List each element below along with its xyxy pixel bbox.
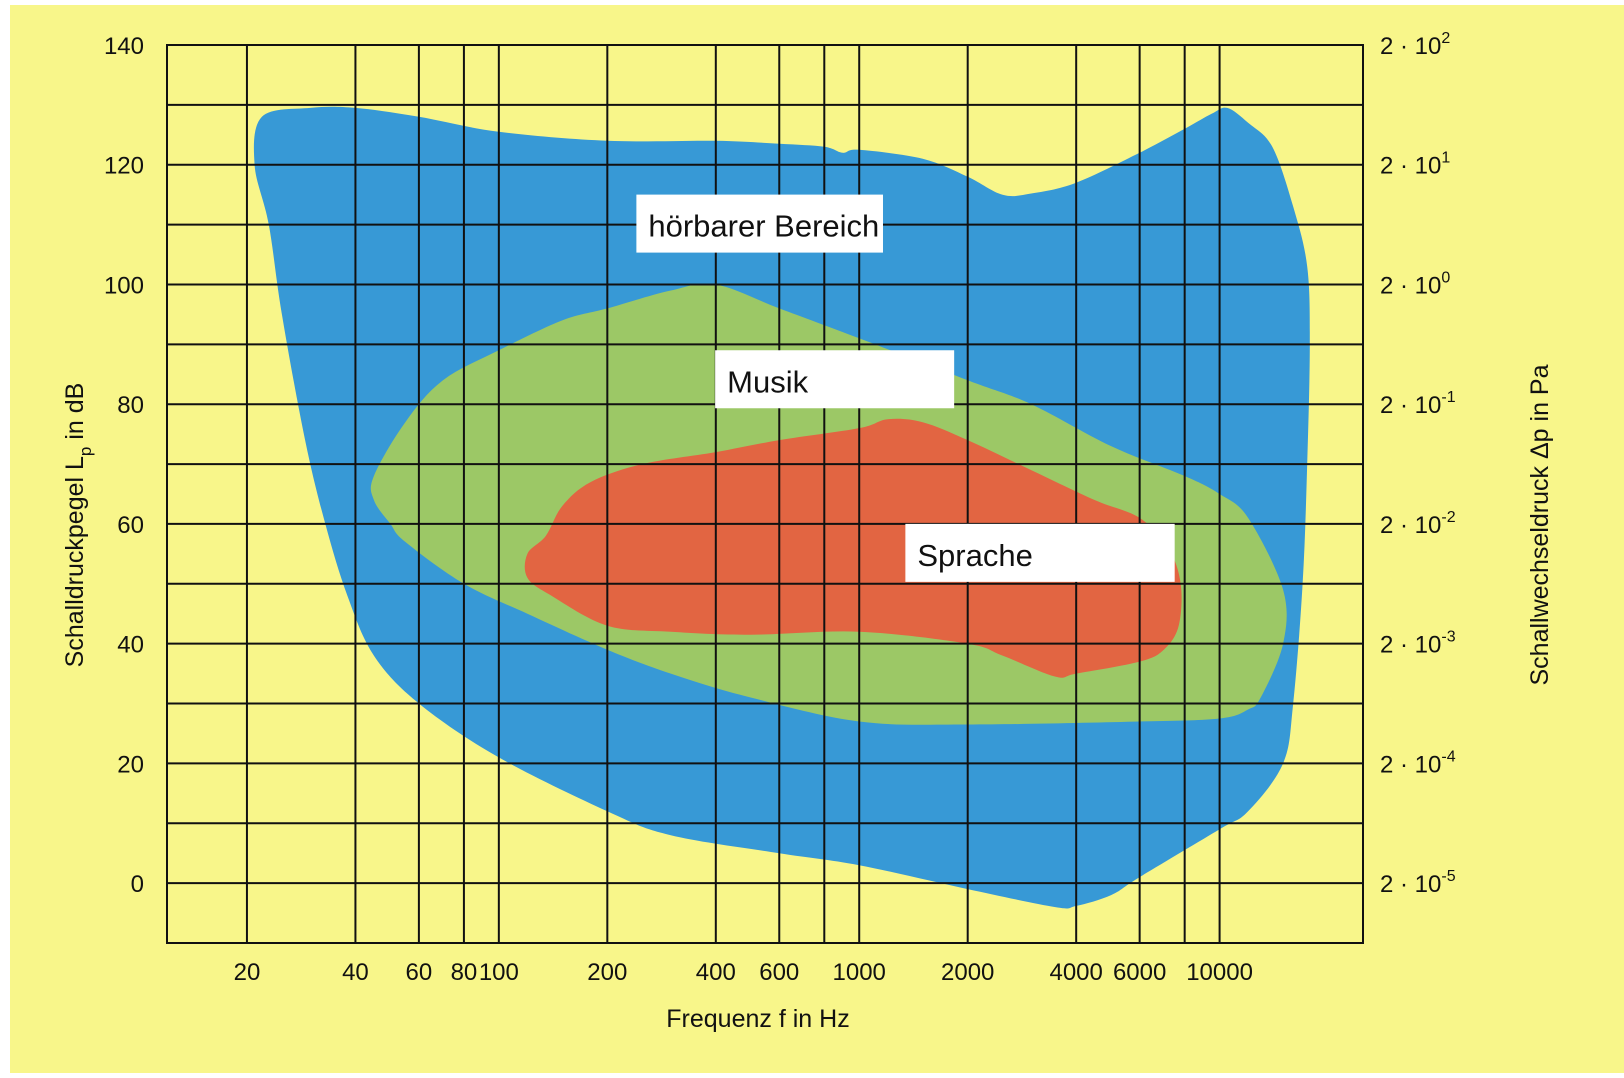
y-right-tick-base: 2 · 10	[1380, 751, 1441, 778]
y-right-tick-base: 2 · 10	[1380, 871, 1441, 898]
x-tick-label: 200	[587, 959, 627, 986]
y-right-tick-label: 2 · 100	[1380, 269, 1450, 299]
label-hoerbar-box	[636, 194, 883, 253]
y-right-tick-label: 2 · 10-5	[1380, 868, 1456, 898]
y-tick-label: 140	[104, 33, 144, 60]
y-right-tick-label: 2 · 10-1	[1380, 389, 1456, 419]
x-tick-label: 1000	[833, 959, 886, 986]
label-sprache-text: Sprache	[917, 538, 1032, 573]
label-musik-box	[715, 350, 955, 409]
x-tick-label: 20	[234, 959, 261, 986]
y-right-tick-label: 2 · 10-2	[1380, 509, 1456, 539]
label-musik: Musik	[715, 350, 955, 409]
chart-regions	[253, 106, 1310, 909]
x-tick-label: 100	[479, 959, 519, 986]
x-tick-label: 600	[759, 959, 799, 986]
label-hoerbar-text: hörbarer Bereich	[648, 209, 879, 244]
y-tick-label: 120	[104, 153, 144, 180]
y-tick-label: 0	[131, 871, 144, 898]
y-right-tick-exponent: -4	[1441, 748, 1455, 765]
y-right-tick-labels: 2 · 10-52 · 10-42 · 10-32 · 10-22 · 10-1…	[1380, 30, 1456, 898]
y-right-tick-base: 2 · 10	[1380, 632, 1441, 659]
x-axis-title: Frequenz f in Hz	[666, 1005, 849, 1033]
x-tick-label: 2000	[941, 959, 994, 986]
plot-frame	[166, 44, 1364, 944]
y-tick-label: 40	[117, 632, 144, 659]
y-right-tick-exponent: -2	[1441, 509, 1455, 526]
label-sprache-box	[905, 523, 1175, 582]
y-axis-title: Schalldruckpegel Lp in dB	[61, 383, 95, 668]
y-axis-title-subscript: p	[76, 447, 95, 456]
x-tick-label: 80	[451, 959, 478, 986]
y-axis-title-main: Schalldruckpegel L	[61, 456, 89, 667]
y-right-tick-exponent: -5	[1441, 868, 1455, 885]
label-hoerbar: hörbarer Bereich	[636, 194, 883, 253]
x-tick-label: 4000	[1049, 959, 1102, 986]
y-right-tick-base: 2 · 10	[1380, 153, 1441, 180]
x-tick-label: 60	[406, 959, 433, 986]
y-tick-label: 80	[117, 392, 144, 419]
y-right-tick-exponent: 1	[1441, 150, 1450, 167]
y-right-tick-exponent: -1	[1441, 389, 1455, 406]
label-musik-text: Musik	[727, 364, 808, 399]
x-tick-label: 40	[342, 959, 369, 986]
y-tick-label: 100	[104, 272, 144, 299]
y-right-tick-exponent: 0	[1441, 269, 1450, 286]
y-tick-label: 20	[117, 751, 144, 778]
y-right-tick-base: 2 · 10	[1380, 33, 1441, 60]
x-tick-label: 6000	[1113, 959, 1166, 986]
y-right-tick-label: 2 · 10-3	[1380, 629, 1456, 659]
y-right-tick-base: 2 · 10	[1380, 512, 1441, 539]
chart-container: hörbarer Bereich Musik Sprache 20 40 60 80 100…	[10, 5, 1624, 1073]
x-tick-labels: 20 40 60 80 100 200 400 600 1000 2000 4000 6000 1000…	[234, 959, 1253, 986]
y-right-tick-base: 2 · 10	[1380, 392, 1441, 419]
y-right-tick-label: 2 · 102	[1380, 30, 1450, 60]
y-axis-title-tail: in dB	[61, 383, 89, 447]
y-right-tick-label: 2 · 10-4	[1380, 748, 1456, 778]
region-sprache	[524, 418, 1182, 678]
y-right-axis-title: Schallwechseldruck Δp in Pa	[1526, 364, 1554, 685]
y-right-tick-base: 2 · 10	[1380, 272, 1441, 299]
y-right-tick-label: 2 · 101	[1380, 150, 1450, 180]
region-labels: hörbarer Bereich Musik Sprache	[636, 194, 1175, 582]
y-right-tick-exponent: 2	[1441, 30, 1450, 47]
y-right-tick-exponent: -3	[1441, 629, 1455, 646]
x-tick-label: 10000	[1186, 959, 1253, 986]
label-sprache: Sprache	[905, 523, 1175, 582]
x-tick-label: 400	[696, 959, 736, 986]
y-tick-label: 60	[117, 512, 144, 539]
y-tick-labels: 0 20 40 60 80 100 120 140	[104, 33, 144, 898]
